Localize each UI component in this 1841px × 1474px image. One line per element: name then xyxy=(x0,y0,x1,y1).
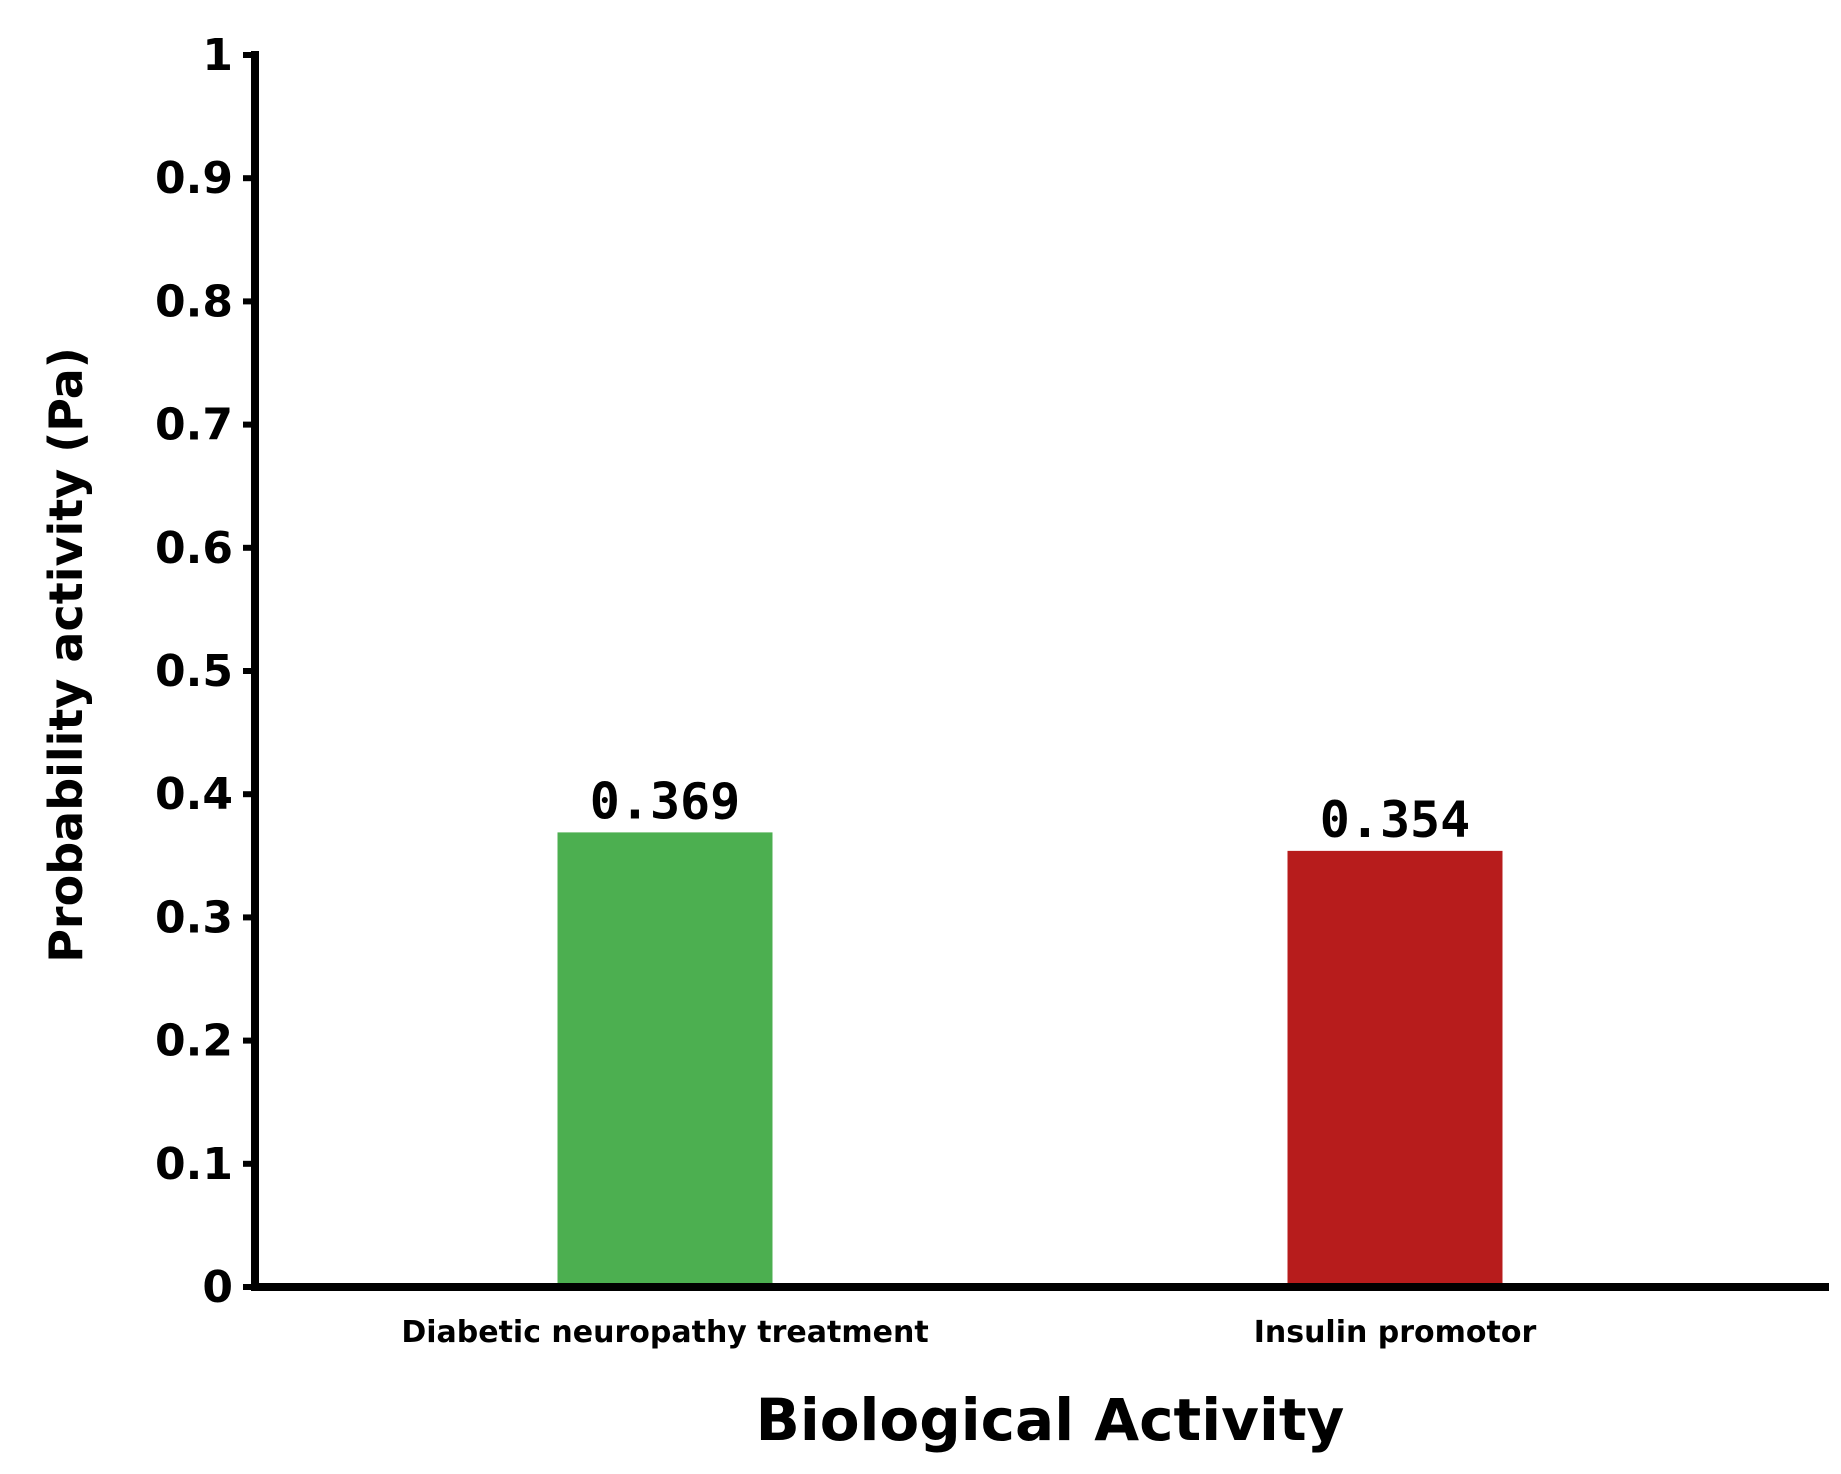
y-tick-label: 0.1 xyxy=(155,1139,233,1190)
x-category-label: Diabetic neuropathy treatment xyxy=(401,1315,928,1350)
bar xyxy=(1287,850,1503,1287)
y-tick-label: 0.4 xyxy=(155,769,233,820)
y-tick-label: 1 xyxy=(202,30,233,81)
y-tick-label: 0.8 xyxy=(155,276,233,327)
bars xyxy=(557,832,1503,1287)
data-labels: 0.369 0.354 xyxy=(590,772,1471,848)
y-tick-label: 0 xyxy=(202,1262,233,1313)
x-category-label: Insulin promotor xyxy=(1254,1315,1537,1350)
bar xyxy=(557,832,773,1287)
y-tick-label: 0.2 xyxy=(155,1016,233,1067)
y-axis-title: Probability activity (Pa) xyxy=(39,347,93,963)
y-tick-label: 0.5 xyxy=(155,646,233,697)
y-axis-ticks: 0 0.1 0.2 0.3 0.4 0.5 0.6 0.7 0.8 0.9 1 xyxy=(155,30,255,1313)
bar-value-label: 0.354 xyxy=(1320,791,1471,849)
y-tick-label: 0.3 xyxy=(155,892,233,943)
y-tick-label: 0.6 xyxy=(155,523,233,574)
y-tick-label: 0.7 xyxy=(155,400,233,451)
bar-value-label: 0.369 xyxy=(590,772,741,830)
x-axis-title: Biological Activity xyxy=(756,1386,1345,1454)
y-tick-label: 0.9 xyxy=(155,153,233,204)
x-axis-category-labels: Diabetic neuropathy treatment Insulin pro… xyxy=(401,1315,1536,1350)
